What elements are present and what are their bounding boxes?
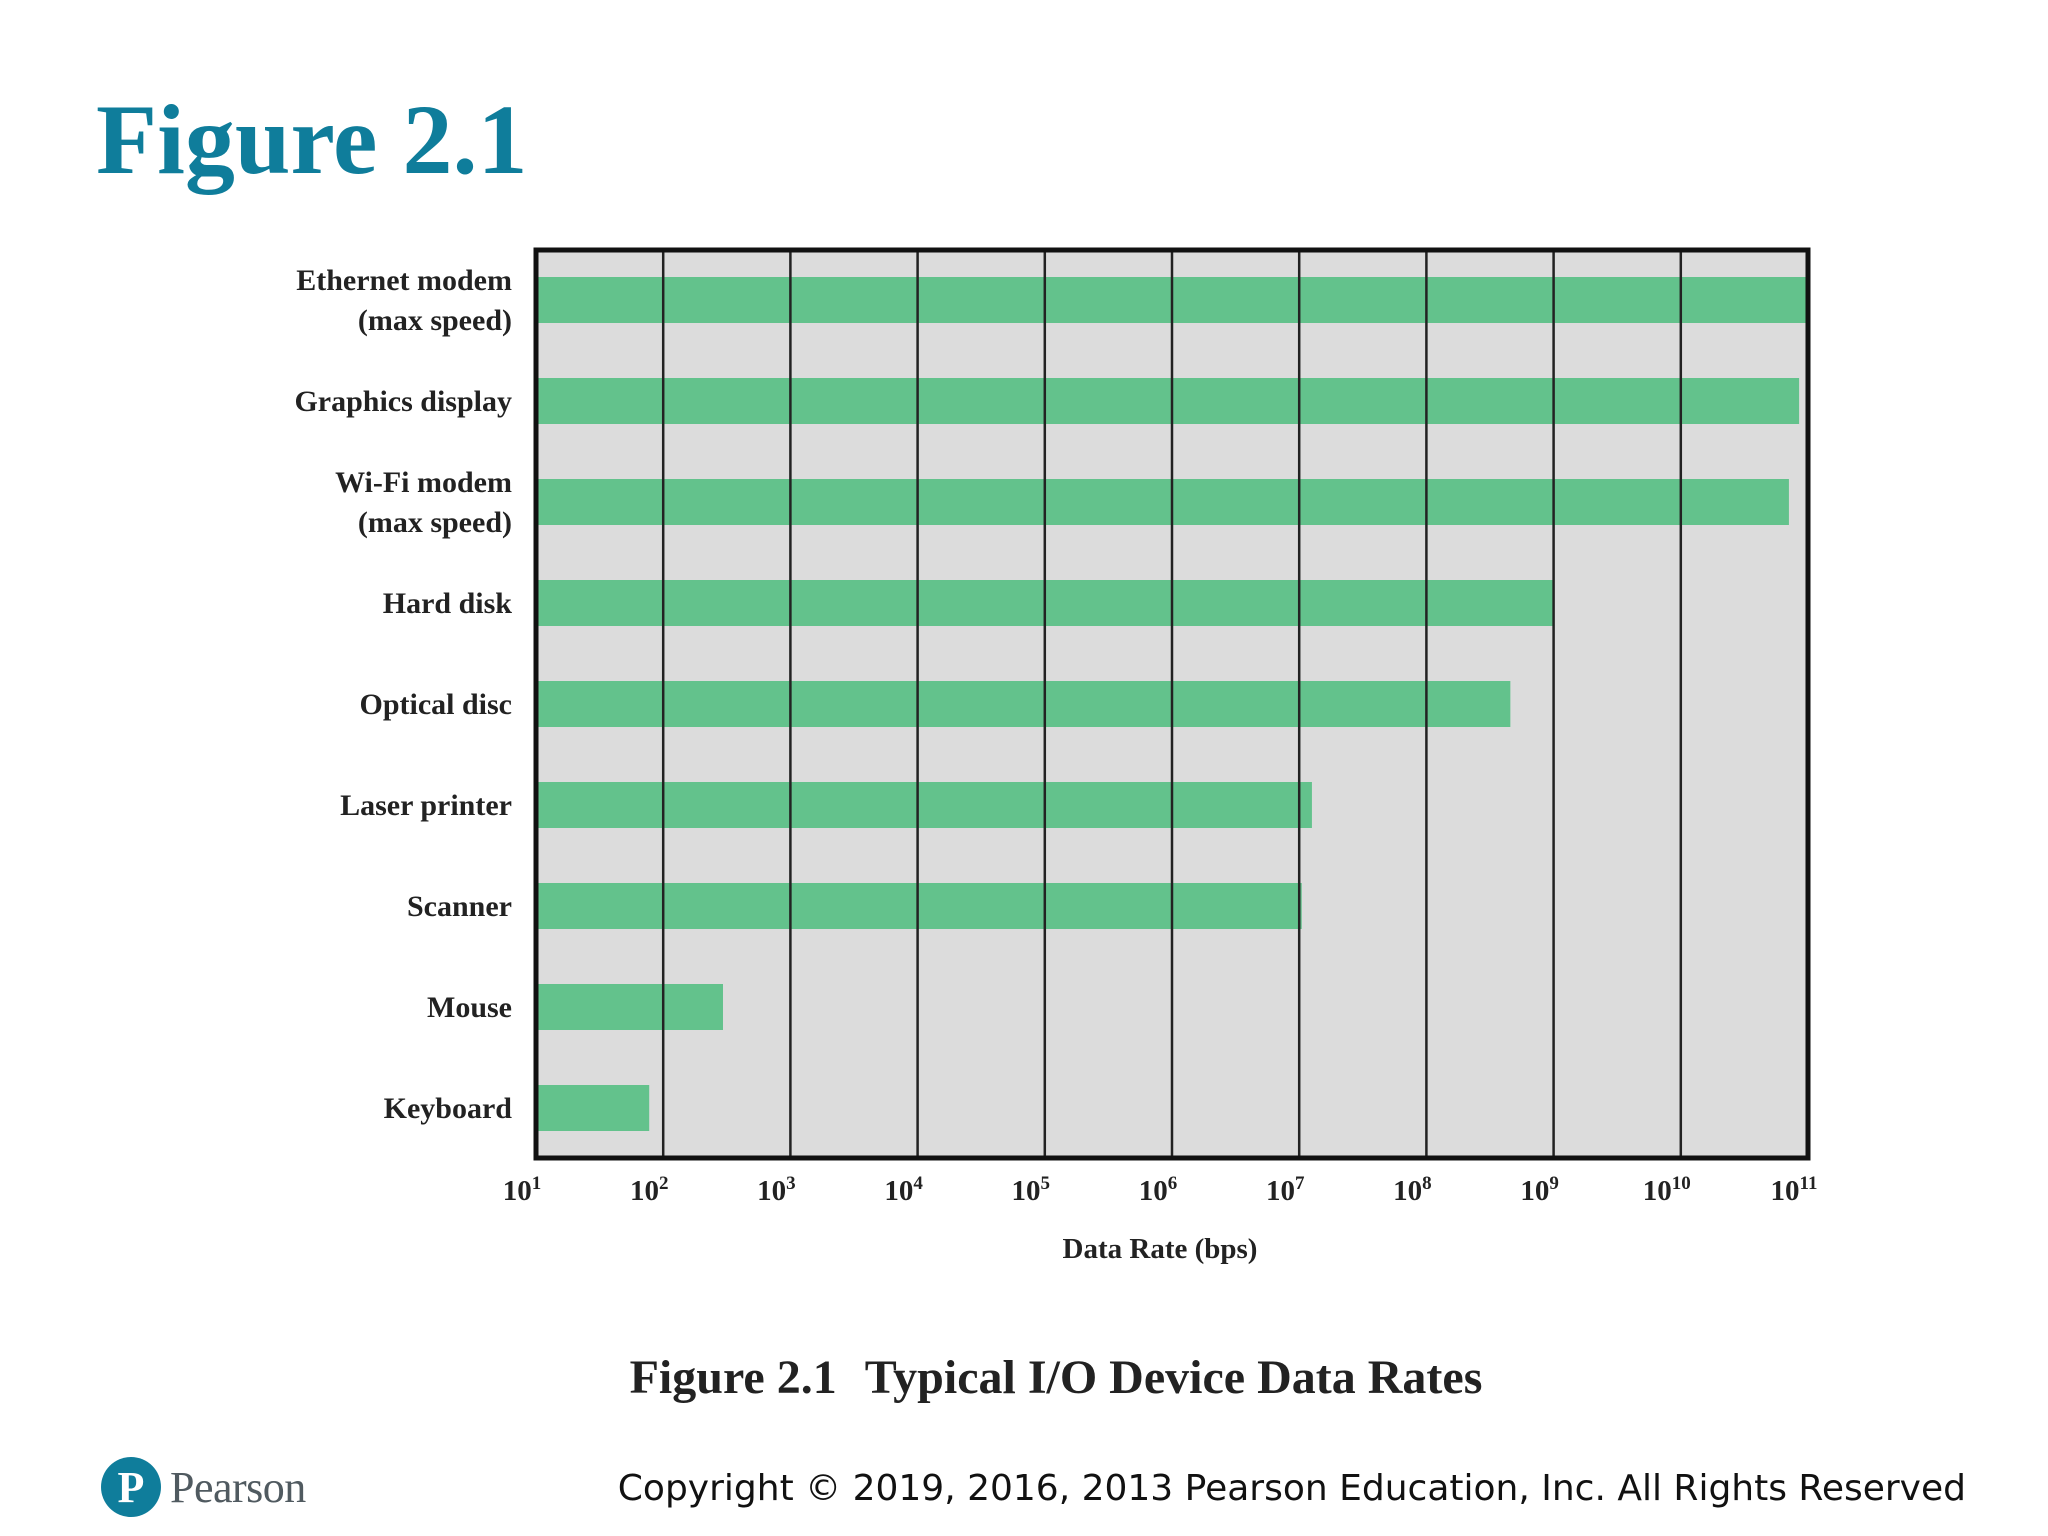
- category-label: Scanner: [407, 890, 512, 923]
- svg-text:P: P: [118, 1463, 145, 1512]
- x-tick-label: 103: [757, 1173, 796, 1207]
- x-tick-label: 106: [1139, 1173, 1178, 1207]
- category-label: Mouse: [427, 991, 512, 1024]
- pearson-logo-icon: P: [101, 1457, 161, 1517]
- x-tick-label: 108: [1393, 1173, 1432, 1207]
- x-axis-label: Data Rate (bps): [1063, 1233, 1258, 1265]
- bar: [538, 378, 1800, 424]
- x-tick-label: 1010: [1643, 1173, 1691, 1207]
- x-tick-label: 104: [884, 1173, 923, 1207]
- caption-title: Typical I/O Device Data Rates: [864, 1351, 1483, 1404]
- bar: [538, 883, 1302, 929]
- bar: [538, 782, 1312, 828]
- x-tick-label: 101: [503, 1173, 542, 1207]
- figure-caption: Figure 2.1 Typical I/O Device Data Rates: [32, 1350, 2048, 1405]
- bar: [538, 1085, 650, 1131]
- pearson-wordmark: Pearson: [170, 1462, 306, 1512]
- category-label: Laser printer: [340, 789, 512, 822]
- category-label: Graphics display: [294, 385, 512, 418]
- bar: [538, 984, 723, 1030]
- category-label: Optical disc: [359, 688, 512, 721]
- copyright-notice: Copyright © 2019, 2016, 2013 Pearson Edu…: [617, 1468, 1966, 1509]
- x-tick-label: 109: [1520, 1173, 1559, 1207]
- bar: [538, 681, 1511, 727]
- pearson-logo: P Pearson: [100, 1456, 306, 1518]
- category-label: (max speed): [358, 304, 512, 337]
- x-tick-label: 107: [1266, 1173, 1305, 1207]
- plot-frame: [533, 247, 1811, 1161]
- category-label: (max speed): [358, 506, 512, 539]
- category-label: Keyboard: [384, 1092, 513, 1125]
- caption-number: Figure 2.1: [629, 1351, 837, 1404]
- bar: [538, 479, 1789, 525]
- category-label: Wi-Fi modem: [335, 466, 512, 499]
- category-label: Hard disk: [383, 587, 513, 620]
- bar-chart: Ethernet modem (max speed) Graphics displa…: [294, 247, 1818, 1265]
- x-tick-label: 102: [630, 1173, 669, 1207]
- category-label: Ethernet modem: [296, 264, 512, 297]
- x-tick-label: 1011: [1771, 1173, 1818, 1207]
- x-tick-label: 105: [1012, 1173, 1051, 1207]
- slide-title: Figure 2.1: [96, 84, 528, 195]
